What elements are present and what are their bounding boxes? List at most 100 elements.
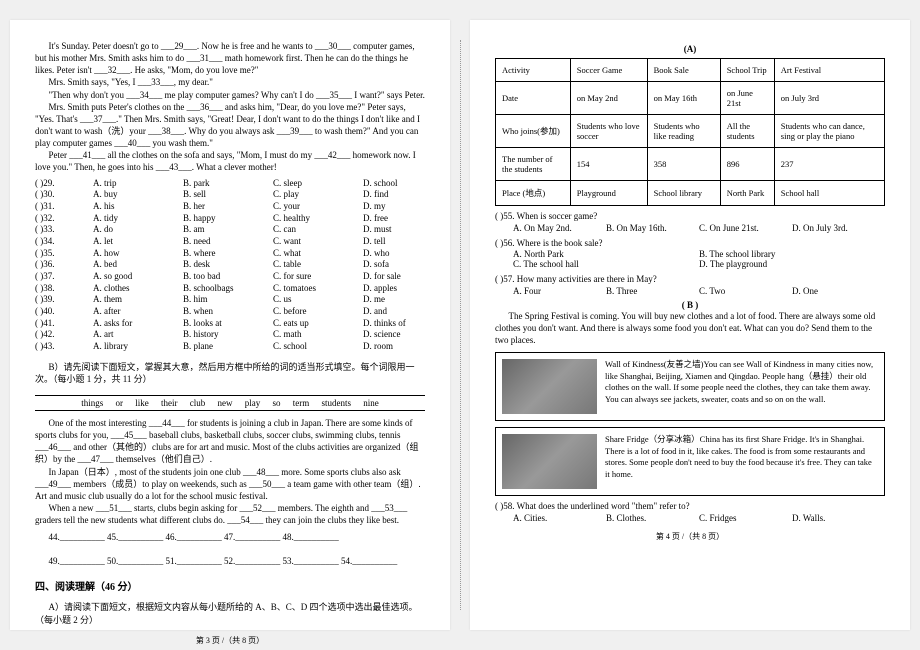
passage2-p2: In Japan（日本）, most of the students join … [35,466,425,502]
table-cell: Place (地点) [496,181,571,206]
choice-cell: A. bed [93,259,183,271]
choice-cell: D. who [363,248,443,260]
passage2-p3: When a new ___51___ starts, clubs begin … [35,502,425,526]
choice-cell: B. need [183,236,273,248]
table-cell: Playground [570,181,647,206]
q57-d: D. One [792,286,885,296]
table-cell: Students who like reading [647,115,720,148]
choice-cell: B. looks at [183,318,273,330]
choice-cell: C. your [273,201,363,213]
page-right: (A) ActivitySoccer GameBook SaleSchool T… [470,20,910,630]
choice-cell: A. trip [93,178,183,190]
table-cell: Activity [496,59,571,82]
table-cell: on May 2nd [570,82,647,115]
choice-cell: ( )31. [35,201,93,213]
choice-cell: ( )40. [35,306,93,318]
q57-c: C. Two [699,286,792,296]
choice-cell: ( )42. [35,329,93,341]
passage1-l1: It's Sunday. Peter doesn't go to ___29__… [35,40,425,76]
passage1-l2: Mrs. Smith says, "Yes, I ___33___, my de… [35,76,425,88]
passage1-l3: "Then why don't you ___34___ me play com… [35,89,425,101]
table-cell: Who joins(参加) [496,115,571,148]
table-cell: School hall [774,181,884,206]
table-cell: 237 [774,148,884,181]
q56-b: B. The school library [699,249,885,259]
choice-cell: ( )33. [35,224,93,236]
choice-cell: D. tell [363,236,443,248]
choice-cell: A. so good [93,271,183,283]
q57-opts: A. Four B. Three C. Two D. One [513,286,885,296]
reading-box-1: Wall of Kindness(友善之墙)You can see Wall o… [495,352,885,421]
wall-of-kindness-image [502,359,597,414]
choices-grid: ( )29.A. tripB. parkC. sleepD. school( )… [35,178,425,353]
choice-cell: C. sleep [273,178,363,190]
table-cell: The number of the students [496,148,571,181]
choice-cell: A. buy [93,189,183,201]
q58-b: B. Clothes. [606,513,699,523]
choice-cell: D. school [363,178,443,190]
choice-cell: ( )36. [35,259,93,271]
blanks-row1: 44.__________ 45.__________ 46._________… [35,530,425,544]
choice-cell: D. free [363,213,443,225]
choice-cell: ( )41. [35,318,93,330]
table-cell: Students who can dance, sing or play the… [774,115,884,148]
choice-cell: D. room [363,341,443,353]
choice-cell: ( )34. [35,236,93,248]
choice-cell: C. us [273,294,363,306]
table-cell: Date [496,82,571,115]
instruction-b: B）请先阅读下面短文，掌握其大意，然后用方框中所给的词的适当形式填空。每个词限用… [35,361,425,386]
q58: ( )58. What does the underlined word "th… [495,500,885,513]
choice-cell: B. sell [183,189,273,201]
choice-cell: C. want [273,236,363,248]
choice-cell: C. eats up [273,318,363,330]
page-wrap: It's Sunday. Peter doesn't go to ___29__… [0,0,920,650]
q55-a: A. On May 2nd. [513,223,606,233]
choice-cell: A. clothes [93,283,183,295]
choice-cell: B. happy [183,213,273,225]
choice-cell: ( )29. [35,178,93,190]
choice-cell: C. tomatoes [273,283,363,295]
instruction-a: A）请阅读下面短文，根据短文内容从每小题所给的 A、B、C、D 四个选项中选出最… [35,601,425,626]
choice-cell: C. table [273,259,363,271]
choice-cell: B. her [183,201,273,213]
q55-b: B. On May 16th. [606,223,699,233]
choice-cell: A. asks for [93,318,183,330]
section-heading: 四、阅读理解（46 分） [35,578,425,593]
q56: ( )56. Where is the book sale? [495,237,885,250]
choice-cell: D. for sale [363,271,443,283]
footer-right: 第 4 页 /（共 8 页） [495,531,885,542]
intro-b: The Spring Festival is coming. You will … [495,310,885,346]
choice-cell: C. play [273,189,363,201]
choice-cell: ( )43. [35,341,93,353]
table-cell: School library [647,181,720,206]
choice-cell: B. am [183,224,273,236]
choice-cell: C. healthy [273,213,363,225]
q58-text: ( )58. What does the underlined word "th… [495,501,690,511]
choice-cell: ( )30. [35,189,93,201]
choice-cell: D. find [363,189,443,201]
choice-cell: B. park [183,178,273,190]
choice-cell: D. sofa [363,259,443,271]
q58-a: A. Cities. [513,513,606,523]
table-cell: on July 3rd [774,82,884,115]
q56-a: A. North Park [513,249,699,259]
choice-cell: C. school [273,341,363,353]
table-cell: Soccer Game [570,59,647,82]
box1-text: Wall of Kindness(友善之墙)You can see Wall o… [605,359,878,414]
choice-cell: ( )38. [35,283,93,295]
choice-cell: D. science [363,329,443,341]
passage1-l5: Peter ___41___ all the clothes on the so… [35,149,425,173]
choice-cell: D. me [363,294,443,306]
word-bank: things or like their club new play so te… [35,395,425,411]
activities-table: ActivitySoccer GameBook SaleSchool TripA… [495,58,885,206]
q55: ( )55. When is soccer game? [495,210,885,223]
table-cell: 154 [570,148,647,181]
q56-c: C. The school hall [513,259,699,269]
choice-cell: A. library [93,341,183,353]
choice-cell: A. let [93,236,183,248]
table-cell: All the students [720,115,774,148]
choice-cell: A. do [93,224,183,236]
q55-opts: A. On May 2nd. B. On May 16th. C. On Jun… [513,223,885,233]
choice-cell: A. them [93,294,183,306]
passage2-p1: One of the most interesting ___44___ for… [35,417,425,466]
